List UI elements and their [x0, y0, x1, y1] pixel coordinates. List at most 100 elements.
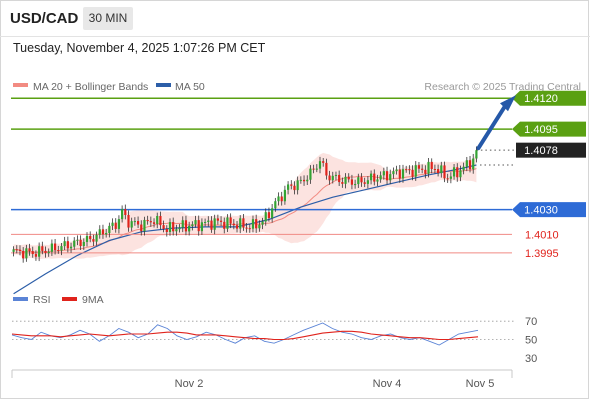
candle-body	[207, 220, 210, 222]
candle-body	[363, 182, 366, 184]
candle-body	[331, 175, 334, 181]
candle-body	[376, 179, 379, 182]
candle-body	[261, 221, 264, 225]
candle-body	[232, 223, 235, 226]
level-label-target: 1.4120	[524, 93, 558, 105]
candle-body	[181, 220, 184, 228]
candle-body	[178, 227, 181, 230]
candle-body	[57, 250, 60, 252]
candle-body	[366, 180, 369, 184]
chart-datetime: Tuesday, November 4, 2025 1:07:26 PM CET	[13, 41, 266, 55]
header-divider	[0, 36, 590, 37]
candle-body	[28, 248, 31, 252]
candle-body	[188, 225, 191, 232]
legend-label-9ma: 9MA	[82, 294, 104, 306]
candle-body	[411, 169, 414, 177]
candle-body	[15, 249, 18, 251]
projection-arrow-shaft	[476, 104, 507, 151]
candle-body	[389, 174, 392, 181]
candle-body	[283, 189, 286, 202]
candle-body	[172, 222, 175, 232]
candle-body	[290, 184, 293, 186]
candle-body	[296, 180, 299, 191]
candle-body	[395, 169, 398, 172]
candle-body	[392, 171, 395, 175]
candle-body	[22, 250, 25, 259]
candle-body	[44, 250, 47, 254]
candle-body	[452, 167, 456, 177]
candle-body	[357, 177, 360, 185]
candle-body	[347, 176, 350, 180]
candle-body	[162, 225, 165, 229]
candle-body	[280, 196, 283, 202]
level-label-support: 1.3995	[525, 248, 559, 260]
candle-body	[299, 179, 302, 181]
level-label-support: 1.4010	[525, 229, 559, 241]
candle-body	[89, 235, 92, 240]
candle-body	[379, 175, 382, 180]
candle-body	[385, 171, 389, 181]
candle-body	[322, 161, 325, 163]
candle-body	[475, 150, 478, 159]
candle-body	[449, 176, 452, 179]
candle-body	[306, 179, 309, 182]
candle-body	[251, 219, 255, 229]
level-tag-pivot	[512, 202, 586, 218]
level-label-resistance: 1.4095	[524, 124, 558, 136]
candle-body	[350, 179, 354, 185]
candle-body	[408, 169, 411, 171]
candle-body	[66, 241, 69, 249]
candle-body	[398, 169, 401, 179]
candle-body	[159, 215, 162, 226]
candle-body	[69, 246, 73, 249]
candle-body	[315, 168, 318, 170]
candle-body	[226, 217, 229, 229]
candle-body	[76, 239, 79, 241]
candle-body	[152, 222, 156, 224]
candle-body	[440, 165, 443, 174]
timeframe-button[interactable]: 30 MIN	[83, 7, 133, 30]
rsi-9ma-line	[11, 330, 479, 341]
candle-body	[38, 246, 41, 257]
candle-body	[121, 209, 124, 220]
candle-body	[146, 219, 149, 222]
rsi-tick-label: 70	[525, 316, 537, 328]
candle-body	[82, 241, 85, 247]
candle-body	[465, 160, 468, 167]
candle-body	[41, 246, 44, 251]
candle-body	[143, 219, 146, 232]
candle-body	[168, 222, 172, 233]
candle-body	[382, 171, 385, 176]
candle-body	[219, 220, 223, 222]
level-tag-resistance	[512, 121, 586, 137]
candle-body	[127, 214, 130, 228]
x-tick-label: Nov 4	[373, 378, 402, 390]
candle-body	[360, 177, 363, 183]
candle-body	[373, 173, 376, 182]
candle-body	[60, 246, 63, 251]
candle-body	[286, 184, 290, 190]
candle-body	[344, 176, 347, 184]
candle-body	[197, 220, 200, 232]
legend-swatch-ma50	[156, 83, 171, 87]
chart-header: USD/CAD 30 MIN	[0, 0, 590, 36]
symbol-title: USD/CAD	[10, 10, 79, 27]
candle-body	[421, 168, 424, 170]
candle-body	[312, 168, 315, 170]
candle-body	[140, 224, 143, 232]
candle-body	[200, 222, 204, 232]
candle-body	[354, 184, 357, 186]
candle-body	[114, 222, 117, 229]
candle-body	[405, 169, 408, 171]
legend-label-rsi: RSI	[33, 294, 51, 306]
candle-body	[165, 228, 168, 233]
candle-body	[175, 229, 178, 232]
candle-body	[401, 169, 405, 179]
x-tick-label: Nov 2	[175, 378, 204, 390]
candle-body	[98, 229, 101, 235]
level-tag-last	[516, 142, 586, 158]
candle-body	[456, 167, 459, 178]
candle-body	[443, 165, 446, 179]
candle-body	[446, 178, 449, 180]
